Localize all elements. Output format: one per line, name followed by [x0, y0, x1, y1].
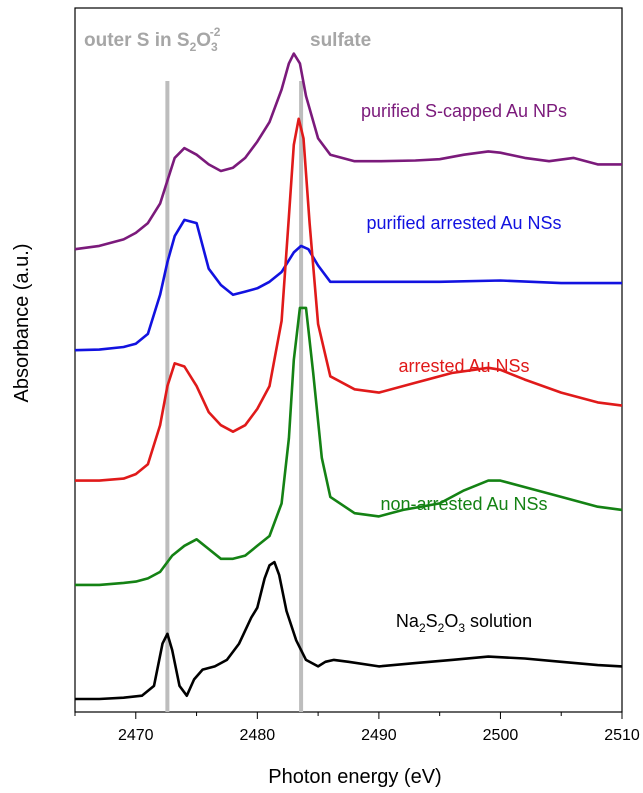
- series-label-3: arrested Au NSs: [398, 356, 529, 376]
- x-tick-label: 2470: [118, 727, 154, 744]
- series-label-2: purified arrested Au NSs: [366, 213, 561, 233]
- plot-frame: [74, 7, 623, 713]
- x-tick-label: 2510: [604, 727, 640, 744]
- x-axis-ticks: 2470 2480 2490 2500 2510: [74, 712, 640, 744]
- series-label-1: purified S-capped Au NPs: [361, 101, 567, 121]
- plot-frame: [74, 7, 623, 713]
- reference-lines: [165, 81, 304, 712]
- x-axis-title: Photon energy (eV): [268, 766, 441, 788]
- series-label-4: non-arrested Au NSs: [380, 494, 547, 514]
- reference-label-1: outer S in S2O3-2: [84, 25, 221, 54]
- series-line-3: [75, 117, 623, 482]
- series-label-5: Na2S2O3 solution: [396, 611, 532, 635]
- series-labels: purified S-capped Au NPs purified arreste…: [361, 101, 567, 635]
- x-tick-label: 2490: [361, 727, 397, 744]
- reference-labels: outer S in S2O3-2 sulfate: [84, 25, 371, 54]
- series-lines: [74, 52, 623, 701]
- series-line-4: [75, 306, 623, 587]
- series-line-5: [75, 560, 623, 701]
- reference-label-2: sulfate: [310, 30, 371, 51]
- y-axis-title: Absorbance (a.u.): [11, 244, 33, 403]
- series-line-1: [74, 52, 622, 251]
- x-tick-label: 2480: [240, 727, 276, 744]
- series-line-2: [74, 218, 622, 352]
- x-tick-label: 2500: [483, 727, 519, 744]
